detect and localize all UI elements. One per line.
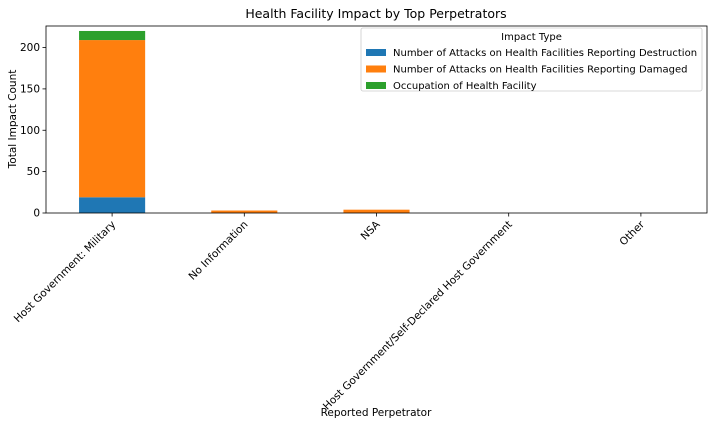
x-axis-label: Reported Perpetrator — [321, 407, 433, 419]
x-tick-label: Host Government: Military — [12, 219, 118, 325]
bar-segment — [211, 210, 278, 213]
legend-label: Number of Attacks on Health Facilities R… — [393, 48, 697, 59]
y-tick-label: 50 — [27, 166, 40, 178]
legend-box — [360, 27, 703, 92]
x-tick-label: NSA — [359, 218, 384, 243]
y-tick-label: 200 — [20, 42, 40, 54]
legend-label: Number of Attacks on Health Facilities R… — [393, 65, 688, 76]
legend-swatch — [366, 82, 386, 89]
y-tick-label: 0 — [33, 208, 40, 220]
y-tick-label: 100 — [20, 125, 40, 137]
bar-segment — [79, 30, 146, 41]
x-tick-label: Other — [617, 218, 647, 248]
y-tick-label: 150 — [20, 83, 40, 95]
x-tick-label: Host Government/Self-Declared Host Gover… — [321, 219, 515, 413]
legend-swatch — [366, 49, 386, 56]
bar-segment — [343, 209, 410, 213]
bar-segment — [79, 197, 146, 213]
y-axis-label: Total Impact Count — [7, 70, 19, 170]
legend-title: Impact Type — [501, 32, 562, 43]
bars-layer — [79, 30, 410, 213]
bar-segment — [79, 40, 146, 198]
x-tick-label: No Information — [186, 219, 250, 283]
legend: Impact Type Number of Attacks on Health F… — [360, 27, 703, 92]
chart-title: Health Facility Impact by Top Perpetrato… — [245, 6, 506, 21]
legend-label: Occupation of Health Facility — [393, 81, 537, 92]
legend-swatch — [366, 65, 386, 73]
